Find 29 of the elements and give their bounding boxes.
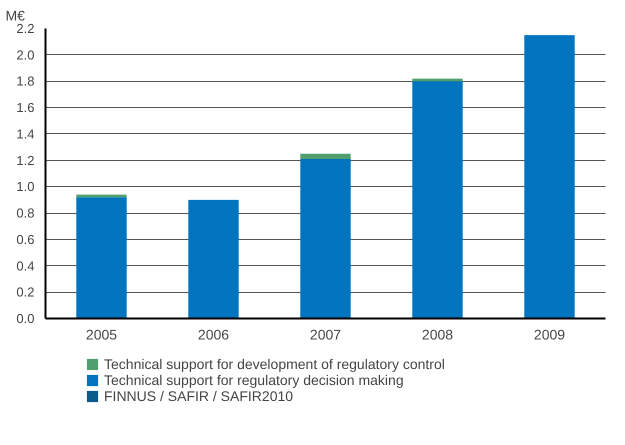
y-tick-label: 0.0: [16, 311, 35, 326]
x-tick-label: 2006: [198, 326, 230, 342]
x-tick-label: 2005: [86, 326, 118, 342]
legend-label: Technical support for regulatory decision making: [104, 372, 404, 388]
y-tick-label: 1.2: [16, 152, 35, 168]
y-tick-label: 2.2: [16, 21, 35, 36]
legend-label: Technical support for development of regulatory control: [104, 356, 445, 372]
bar: [300, 159, 351, 318]
y-tick-label: 1.6: [16, 100, 35, 116]
bar: [412, 78, 463, 82]
bar: [300, 154, 351, 159]
bar: [412, 81, 463, 318]
y-tick-label: 0.6: [16, 232, 35, 247]
y-tick-label: 1.4: [16, 126, 35, 142]
y-tick-label: 0.4: [16, 258, 35, 274]
y-tick-label: 0.2: [16, 284, 35, 300]
x-tick-label: 2009: [534, 326, 566, 342]
bar: [188, 200, 239, 318]
bar: [76, 194, 127, 198]
legend-label: FINNUS / SAFIR / SAFIR2010: [104, 388, 294, 404]
x-tick-label: 2008: [422, 326, 454, 342]
x-tick-label: 2007: [310, 326, 342, 342]
y-tick-label: 2.0: [16, 47, 35, 62]
bar: [76, 197, 127, 318]
y-tick-label: 0.8: [16, 206, 35, 221]
bar: [524, 35, 575, 318]
y-axis-title: M€: [6, 8, 26, 24]
y-tick-label: 1.0: [16, 179, 35, 194]
y-tick-label: 1.8: [16, 74, 35, 89]
